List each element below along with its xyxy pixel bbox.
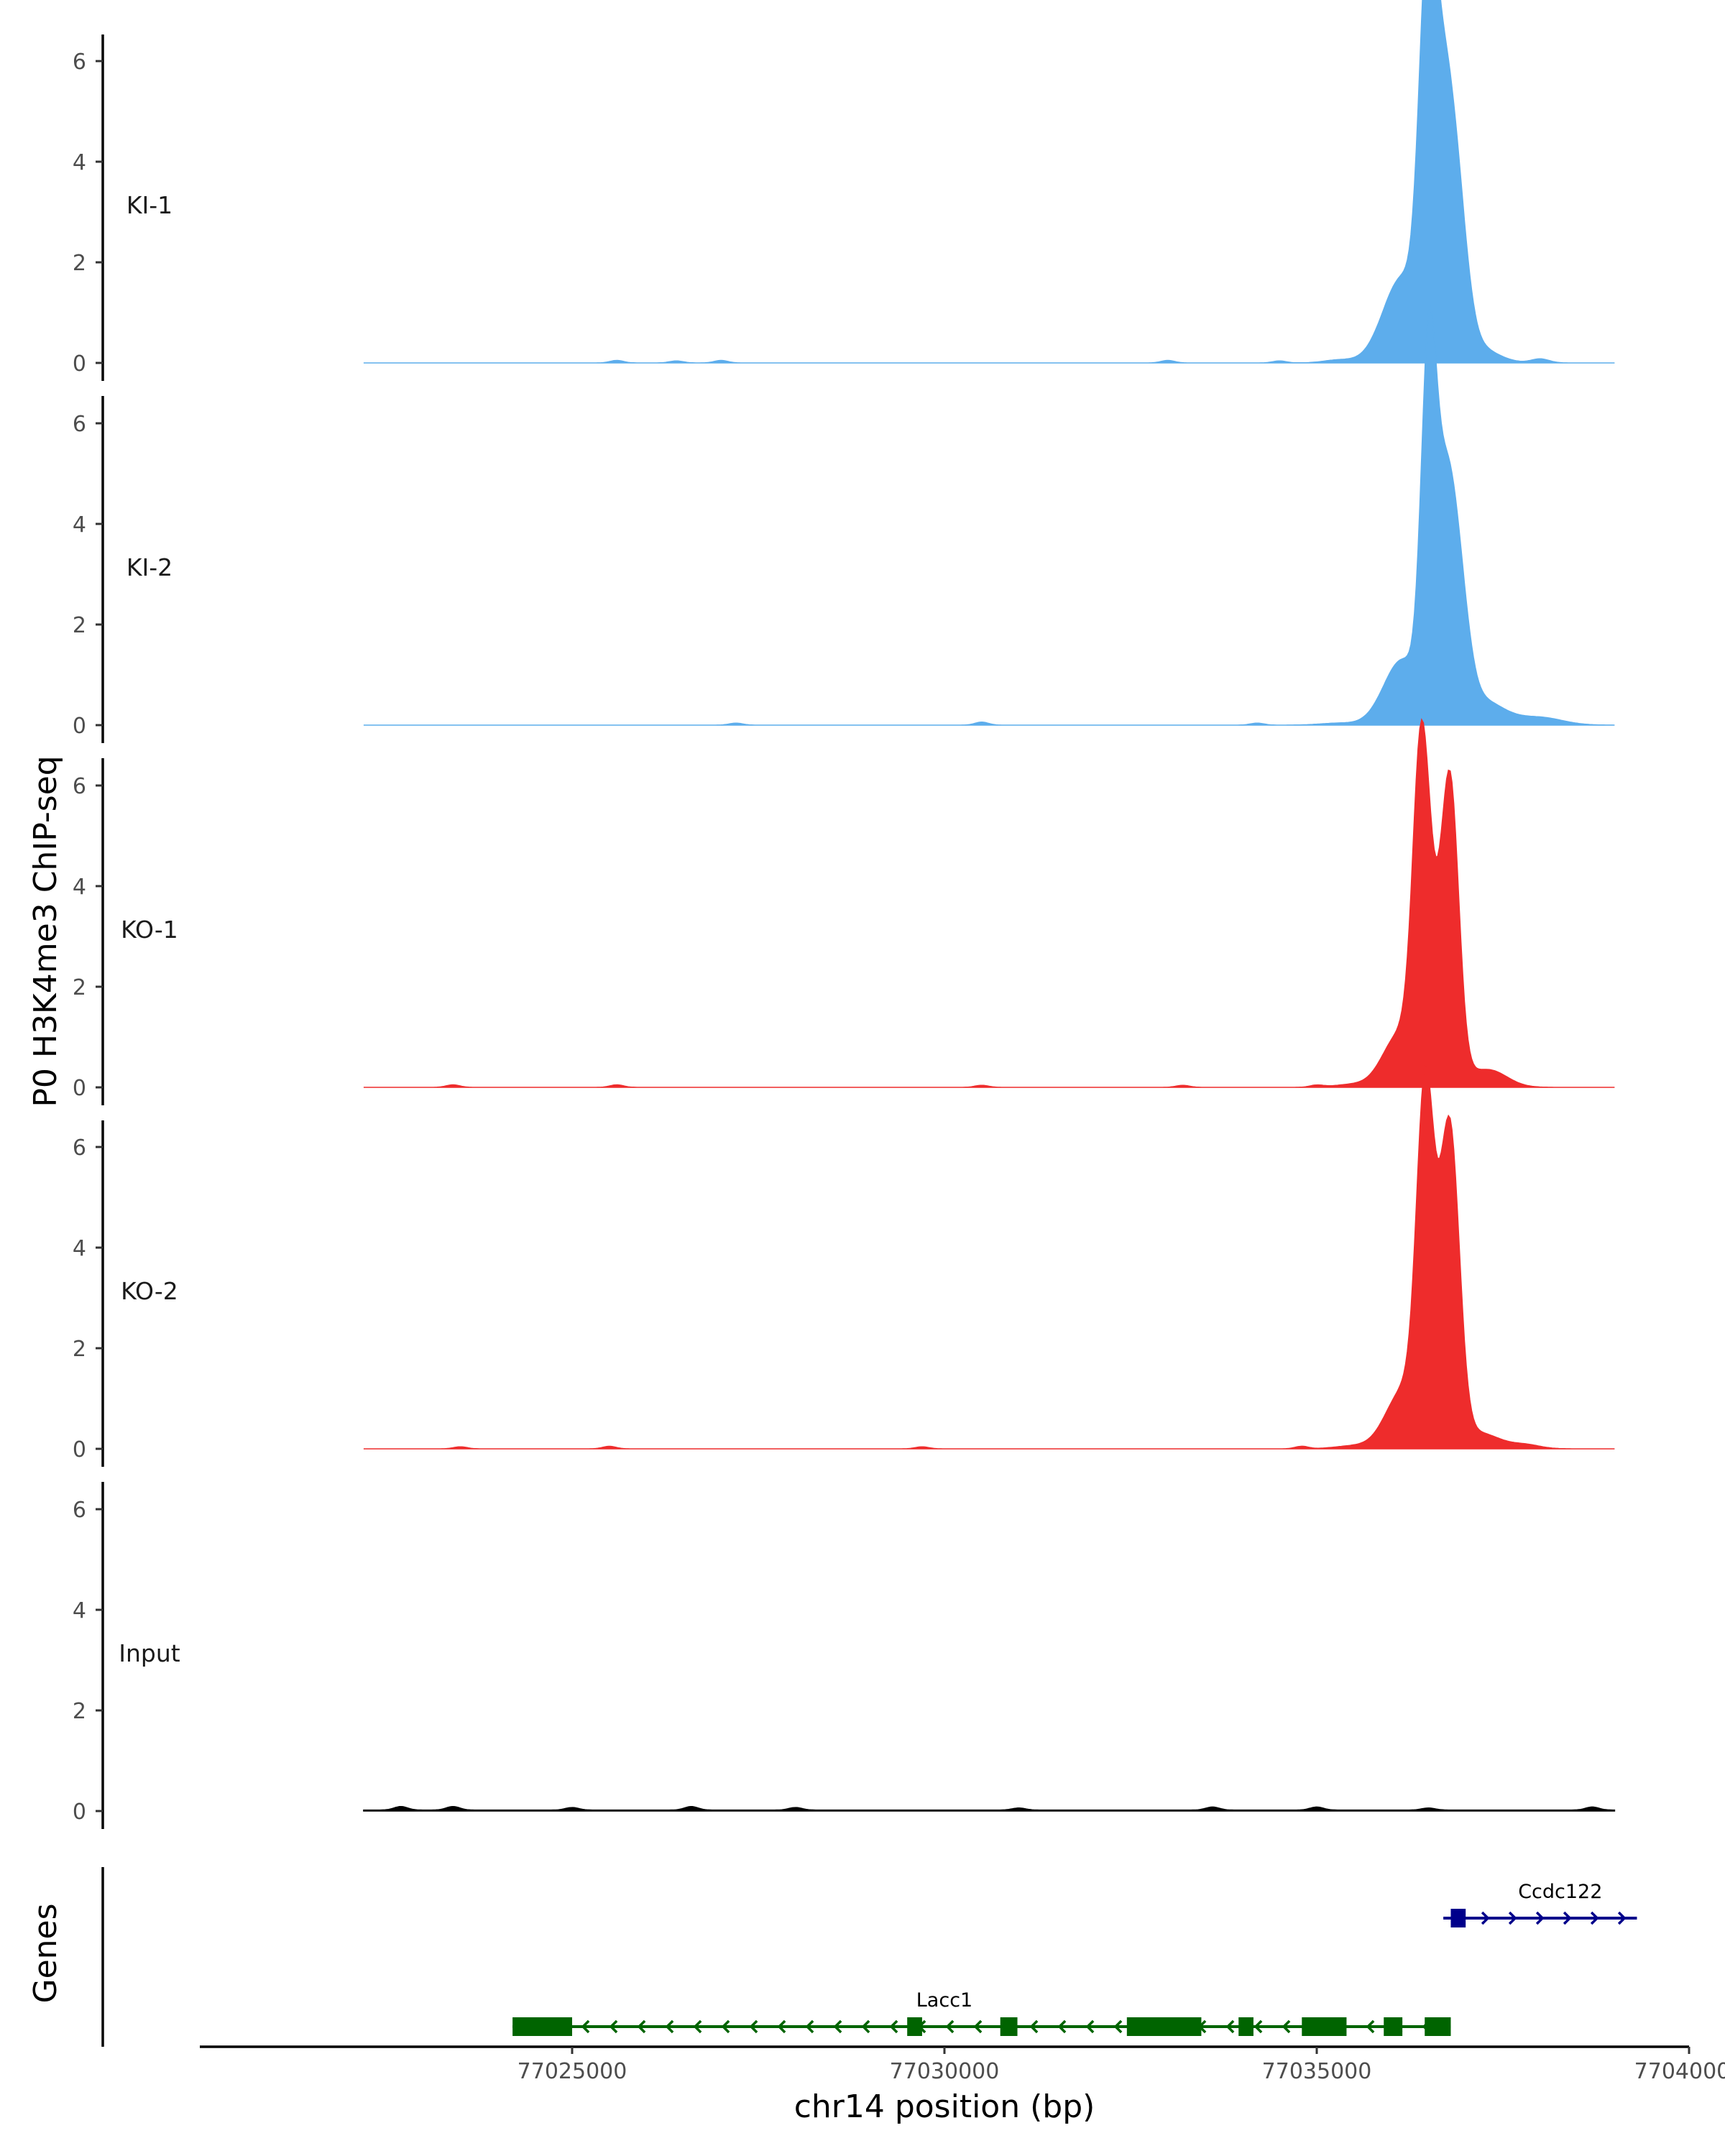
exon	[1126, 2017, 1202, 2036]
strand-arrow	[693, 2019, 702, 2034]
y-tick-label: 4	[73, 512, 86, 538]
strand-arrow	[1282, 2019, 1291, 2034]
gene-ccdc122: Ccdc122	[1443, 1881, 1637, 1927]
strand-arrow	[833, 2019, 842, 2034]
strand-arrow	[1617, 1911, 1627, 1925]
exon	[907, 2017, 922, 2036]
exon	[1384, 2017, 1403, 2036]
y-tick-label: 4	[73, 875, 86, 900]
strand-arrow	[777, 2019, 786, 2034]
strand-arrow	[1481, 1911, 1490, 1925]
strand-arrow	[1590, 1911, 1599, 1925]
strand-arrow	[1563, 1911, 1572, 1925]
strand-arrow	[665, 2019, 674, 2034]
y-tick-label: 6	[73, 1135, 86, 1161]
coverage-area	[363, 1064, 1615, 1450]
track-label: Input	[119, 1639, 180, 1667]
strand-arrow	[749, 2019, 758, 2034]
track-label: KO-1	[121, 916, 178, 944]
y-tick-label: 6	[73, 1498, 86, 1523]
exon	[512, 2017, 572, 2036]
gene-label: Ccdc122	[1518, 1881, 1602, 1903]
y-tick-label: 0	[73, 1076, 86, 1101]
y-tick-label: 6	[73, 412, 86, 437]
strand-arrow	[1225, 2019, 1235, 2034]
strand-arrow	[805, 2019, 814, 2034]
x-tick-label: 77025000	[518, 2059, 627, 2084]
track-input: 0 2 4 6 Input	[73, 1482, 1616, 1829]
strand-arrow	[861, 2019, 870, 2034]
y-tick-label: 0	[73, 351, 86, 377]
strand-arrow	[581, 2019, 590, 2034]
strand-arrow	[637, 2019, 646, 2034]
exon	[1238, 2017, 1254, 2036]
coverage-area	[363, 718, 1615, 1088]
genes-axis-title: Genes	[27, 1903, 64, 2003]
track-label: KO-2	[121, 1277, 178, 1305]
gene-lacc1: Lacc1	[512, 1989, 1451, 2036]
strand-arrow	[721, 2019, 730, 2034]
x-axis: 77025000 77030000 77035000 77040000	[200, 2045, 1725, 2084]
strand-arrow	[1535, 1911, 1545, 1925]
strand-arrow	[1254, 2019, 1263, 2034]
gene-label: Lacc1	[916, 1989, 972, 2012]
y-tick-label: 0	[73, 1437, 86, 1462]
strand-arrow	[889, 2019, 898, 2034]
x-tick-label: 77035000	[1262, 2059, 1372, 2084]
y-tick-label: 2	[73, 1699, 86, 1724]
strand-arrow	[1085, 2019, 1095, 2034]
exon	[1450, 1909, 1466, 1927]
y-axis-title: P0 H3K4me3 ChIP-seq	[27, 755, 64, 1107]
y-tick-label: 6	[73, 50, 86, 75]
track-ki-1: 0 2 4 6 KI-1	[73, 0, 1615, 381]
strand-arrow	[1366, 2019, 1375, 2034]
strand-arrow	[1057, 2019, 1067, 2034]
track-label: KI-1	[126, 191, 172, 219]
strand-arrow	[1029, 2019, 1039, 2034]
y-tick-label: 2	[73, 975, 86, 1000]
y-tick-label: 2	[73, 251, 86, 276]
y-tick-label: 0	[73, 1800, 86, 1825]
y-tick-label: 4	[73, 150, 86, 175]
x-tick-label: 77040000	[1634, 2059, 1725, 2084]
strand-arrow	[1113, 2019, 1123, 2034]
x-tick-label: 77030000	[890, 2059, 1000, 2084]
y-tick-label: 6	[73, 774, 86, 799]
coverage-tracks: 0 2 4 6 KI-1 0 2 4 6 KI-2 0 2 4 6 KO-1 0 2 4 6 KO-2 0 2 4 6 Inpu…	[73, 0, 1616, 1829]
coverage-area	[363, 1805, 1616, 1812]
strand-arrow	[973, 2019, 983, 2034]
y-tick-label: 0	[73, 714, 86, 739]
y-tick-label: 2	[73, 613, 86, 638]
strand-arrow	[1508, 1911, 1517, 1925]
y-tick-label: 4	[73, 1598, 86, 1623]
y-tick-label: 4	[73, 1236, 86, 1261]
coverage-area	[363, 305, 1615, 726]
y-tick-label: 2	[73, 1337, 86, 1362]
track-ko-2: 0 2 4 6 KO-2	[73, 1064, 1615, 1467]
strand-arrow	[945, 2019, 954, 2034]
coverage-area	[363, 0, 1615, 364]
gene-annotation-panel: Ccdc122 Lacc1	[101, 1867, 1637, 2047]
exon	[1302, 2017, 1347, 2036]
x-axis-title: chr14 position (bp)	[794, 2088, 1095, 2125]
exon	[1425, 2017, 1451, 2036]
track-ki-2: 0 2 4 6 KI-2	[73, 305, 1615, 743]
strand-arrow	[609, 2019, 618, 2034]
track-ko-1: 0 2 4 6 KO-1	[73, 718, 1615, 1105]
track-label: KI-2	[126, 553, 172, 581]
exon	[1000, 2017, 1018, 2036]
